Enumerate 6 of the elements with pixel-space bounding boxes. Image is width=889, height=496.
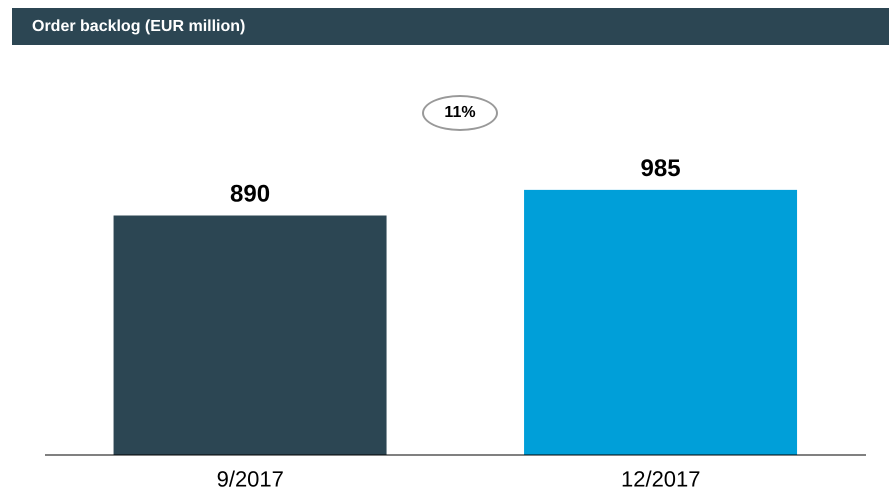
oval-outline: 11%	[422, 95, 498, 131]
x-tick-label: 12/2017	[620, 466, 701, 492]
chart-title: Order backlog (EUR million)	[12, 8, 889, 45]
data-label: 985	[640, 154, 681, 182]
data-label: 890	[230, 180, 270, 208]
x-tick-label: 9/2017	[216, 466, 284, 492]
